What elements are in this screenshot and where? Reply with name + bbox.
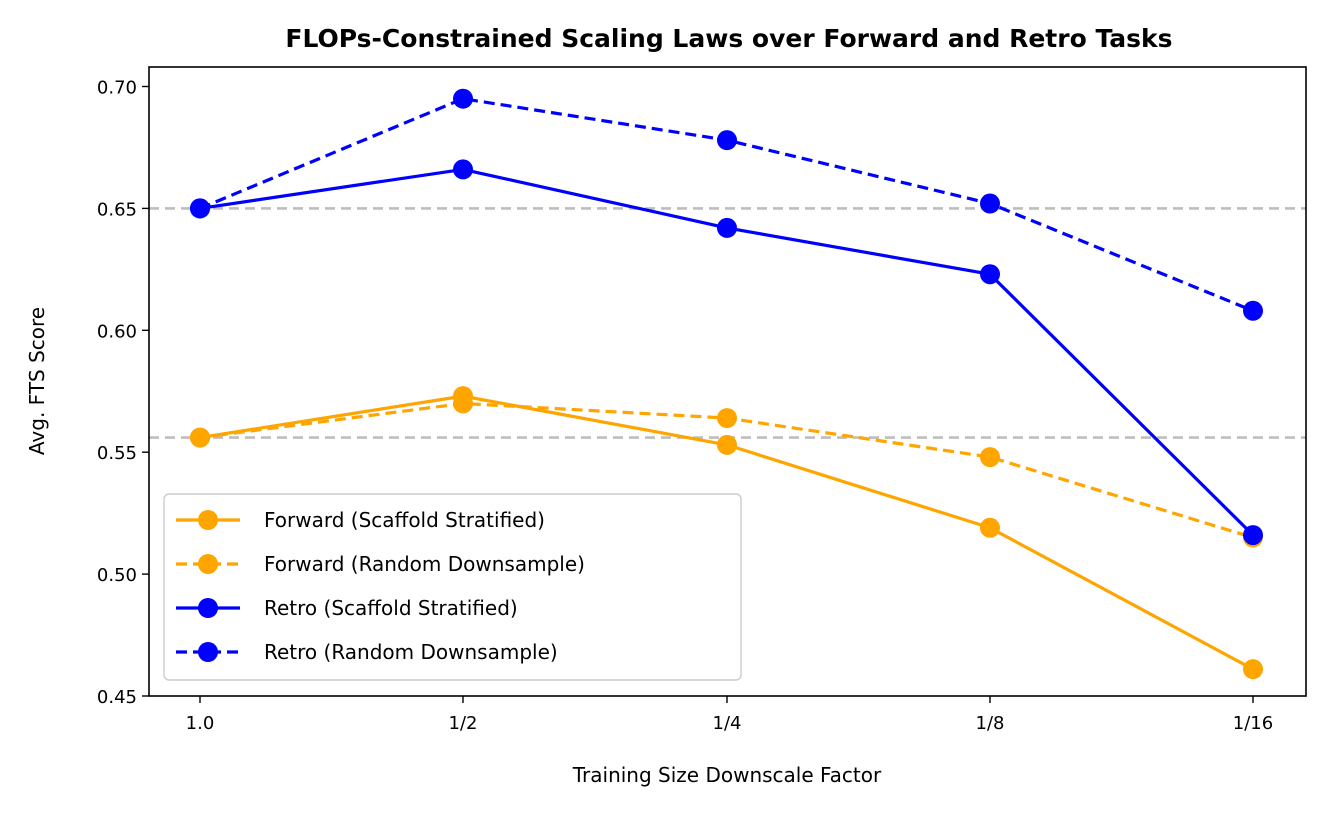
- legend-label: Forward (Scaffold Stratified): [264, 508, 545, 532]
- y-tick-label: 0.65: [97, 199, 137, 220]
- data-point: [717, 408, 737, 429]
- data-point: [717, 434, 737, 455]
- data-point: [980, 517, 1000, 538]
- y-tick-label: 0.55: [97, 443, 137, 464]
- x-tick-label: 1/16: [1233, 713, 1273, 734]
- y-axis-ticks: 0.45 0.50 0.55 0.60 0.65 0.70: [97, 78, 149, 708]
- x-tick-label: 1/2: [449, 713, 478, 734]
- x-tick-label: 1/4: [713, 713, 742, 734]
- series-3: [190, 159, 1263, 546]
- legend-label: Retro (Random Downsample): [264, 640, 558, 664]
- legend-label: Retro (Scaffold Stratified): [264, 596, 518, 620]
- data-point: [453, 393, 473, 414]
- data-point: [1243, 525, 1263, 546]
- series-2: [190, 393, 1263, 548]
- legend-label: Forward (Random Downsample): [264, 552, 585, 576]
- series-layer: [190, 88, 1263, 680]
- legend-marker: [198, 642, 218, 662]
- data-point: [190, 198, 210, 219]
- y-tick-label: 0.70: [97, 78, 137, 99]
- y-tick-label: 0.60: [97, 321, 137, 342]
- x-tick-label: 1.0: [186, 713, 215, 734]
- series-4: [190, 88, 1263, 321]
- reference-lines: [149, 207, 1306, 439]
- legend-marker: [198, 554, 218, 574]
- data-point: [980, 447, 1000, 468]
- legend: Forward (Scaffold Stratified) Forward (Ra…: [163, 493, 742, 681]
- data-point: [717, 130, 737, 151]
- data-point: [717, 217, 737, 238]
- legend-marker: [198, 510, 218, 530]
- chart-title: FLOPs-Constrained Scaling Laws over Forw…: [285, 24, 1172, 53]
- data-point: [1243, 659, 1263, 680]
- x-axis-ticks: 1.0 1/2 1/4 1/8 1/16: [186, 696, 1273, 734]
- y-tick-label: 0.45: [97, 687, 137, 708]
- legend-box: [163, 493, 742, 681]
- data-point: [190, 427, 210, 448]
- data-point: [453, 159, 473, 180]
- y-axis-label: Avg. FTS Score: [25, 307, 49, 455]
- data-point: [980, 264, 1000, 285]
- data-point: [453, 88, 473, 109]
- x-tick-label: 1/8: [976, 713, 1005, 734]
- y-tick-label: 0.50: [97, 565, 137, 586]
- data-point: [1243, 300, 1263, 321]
- data-point: [980, 193, 1000, 214]
- x-axis-label: Training Size Downscale Factor: [572, 763, 882, 787]
- legend-marker: [198, 598, 218, 618]
